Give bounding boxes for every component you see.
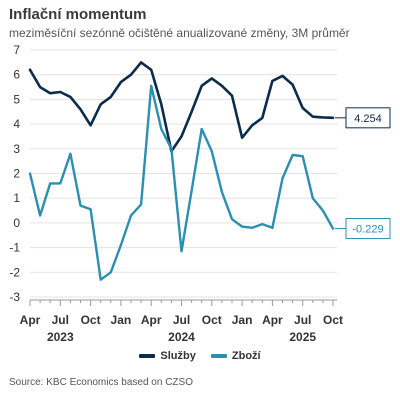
- y-tick-label: 2: [13, 167, 20, 181]
- x-tick-label: Oct: [81, 313, 101, 327]
- x-axis: Apr Jul Oct Jan Apr Jul Oct Jan Apr Jul Oct 2023 202…: [20, 299, 343, 344]
- end-label-box: [345, 107, 391, 129]
- x-tick-label: Jan: [111, 313, 132, 327]
- x-tick-label: Jul: [294, 313, 311, 327]
- y-tick-label: 7: [13, 43, 20, 57]
- y-tick-label: 0: [13, 216, 20, 230]
- series-lines: [28, 61, 335, 281]
- x-tick-label: Jul: [173, 313, 190, 327]
- y-tick-label: 5: [13, 92, 20, 106]
- legend: Služby Zboží: [0, 349, 400, 362]
- y-tick-label: 3: [13, 142, 20, 156]
- source-note: Source: KBC Economics based on CZSO: [9, 377, 193, 388]
- x-tick-label: Apr: [141, 313, 162, 327]
- x-year-label: 2024: [168, 330, 195, 344]
- legend-item-zbozi: Zboží: [210, 350, 261, 362]
- y-tick-label: -1: [9, 241, 20, 255]
- y-tick-label: -3: [9, 290, 20, 304]
- x-tick-label: Apr: [262, 313, 283, 327]
- legend-swatch-sluzby: [139, 354, 156, 358]
- x-year-label: 2023: [47, 330, 74, 344]
- chart-title: Inflační momentum: [9, 6, 147, 23]
- x-tick-label: Apr: [20, 313, 41, 327]
- legend-label-sluzby: Služby: [160, 350, 196, 362]
- y-tick-label: -2: [9, 265, 20, 279]
- legend-swatch-zbozi: [210, 354, 227, 358]
- y-tick-label: 1: [13, 191, 20, 205]
- legend-label-zbozi: Zboží: [231, 350, 261, 362]
- x-tick-label: Jul: [52, 313, 69, 327]
- y-axis: -3 -2 -1 0 1 2 3 4 5 6 7: [9, 43, 20, 304]
- series-line-zbozi: [28, 84, 335, 281]
- chart-subtitle: meziměsíční sezónně očištěné anualizovan…: [9, 26, 350, 40]
- end-label-box: [345, 218, 391, 240]
- legend-item-sluzby: Služby: [139, 350, 196, 362]
- x-tick-label: Oct: [202, 313, 222, 327]
- x-tick-label: Jan: [232, 313, 253, 327]
- series-line-sluzby: [28, 61, 335, 153]
- y-tick-label: 6: [13, 68, 20, 82]
- end-label-value: -0.229: [352, 224, 383, 236]
- end-labels: 4.254 -0.229: [335, 107, 391, 240]
- y-tick-label: 4: [13, 117, 20, 131]
- end-label-value: 4.254: [354, 113, 382, 125]
- x-year-label: 2025: [289, 330, 316, 344]
- x-tick-label: Oct: [323, 313, 343, 327]
- gridlines: [30, 49, 337, 298]
